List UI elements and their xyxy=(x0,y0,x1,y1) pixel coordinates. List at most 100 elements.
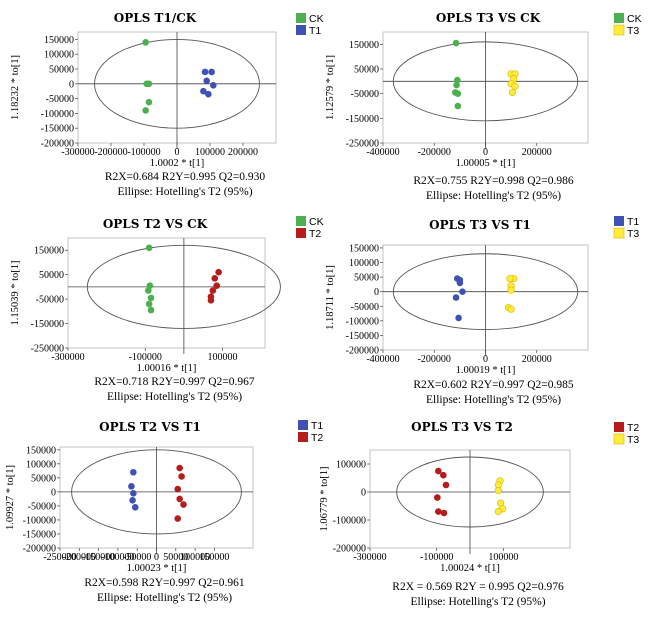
y-tick-label: 100000 xyxy=(349,258,379,269)
data-point-ck xyxy=(452,39,460,47)
data-point-t1 xyxy=(131,504,139,511)
legend-swatch-t3 xyxy=(613,24,625,36)
x-axis-label: 1.00023 * t[1] xyxy=(127,563,187,574)
data-point-t1 xyxy=(455,314,462,322)
data-point-t1 xyxy=(130,489,137,497)
x-tick-label: 0 xyxy=(483,147,488,158)
hotelling-ellipse xyxy=(392,41,579,122)
y-tick-label: 0 xyxy=(361,488,366,499)
legend-swatch-t3 xyxy=(613,433,625,445)
x-tick-label: -100000 xyxy=(129,352,162,363)
y-tick-label: 150000 xyxy=(44,35,74,46)
data-point-ck xyxy=(145,98,153,106)
data-point-ck xyxy=(453,81,460,89)
data-point-t2 xyxy=(209,287,217,294)
y-tick-label: -50000 xyxy=(351,302,379,313)
opls-panel-5: OPLS T2 VS T1150000100000500000-50000-10… xyxy=(5,420,323,604)
data-point-t1 xyxy=(456,279,464,287)
hotelling-ellipse xyxy=(71,449,242,535)
x-axis-label: 1.00016 * t[1] xyxy=(137,363,197,374)
x-tick-label: -300000 xyxy=(353,552,386,563)
data-point-t1 xyxy=(459,288,466,295)
data-point-t2 xyxy=(180,501,187,508)
y-axis-label: 1.09927 * to[1] xyxy=(5,465,16,530)
panel-title: OPLS T3 VS T1 xyxy=(429,218,531,232)
opls-panel-4: OPLS T3 VS T1 150000 100000 50000 0 -50000 -10… xyxy=(325,216,639,406)
x-axis-label: 1.00019 * t[1] xyxy=(456,365,516,376)
legend-swatch-ck xyxy=(614,13,624,23)
data-point-t1 xyxy=(200,87,207,95)
x-tick-label: -200000 xyxy=(94,147,127,158)
y-tick-label: 100000 xyxy=(336,460,366,471)
x-tick-label: -100000 xyxy=(101,552,134,563)
data-point-t3 xyxy=(506,274,514,283)
opls-panel-3: OPLS T2 VS CK 150000 50000 -50000 -150000 -25… xyxy=(10,216,324,403)
data-point-t1 xyxy=(203,77,210,85)
data-point-ck xyxy=(145,287,152,294)
legend-label: T1 xyxy=(309,25,321,37)
y-tick-label: -200000 xyxy=(41,139,74,150)
x-tick-label: -200000 xyxy=(418,354,451,365)
panel-title: OPLS T3 VS CK xyxy=(436,11,541,25)
data-point-ck xyxy=(454,90,462,97)
legend-label: T3 xyxy=(627,228,639,240)
x-tick-label: 100000 xyxy=(180,552,210,563)
x-tick-label: 100000 xyxy=(208,352,238,363)
data-point-ck xyxy=(142,107,149,114)
x-tick-label: -100000 xyxy=(127,147,160,158)
model-stats: R2X=0.684 R2Y=0.995 Q2=0.930 xyxy=(105,171,266,183)
x-tick-label: 100000 xyxy=(195,147,225,158)
x-tick-label: -400000 xyxy=(366,147,399,158)
hotelling-ellipse xyxy=(86,244,281,329)
y-tick-label: 150000 xyxy=(34,246,64,257)
hotelling-ellipse xyxy=(94,38,260,129)
legend-label: T3 xyxy=(627,434,639,446)
x-tick-label: 200000 xyxy=(522,354,552,365)
y-tick-label: -50000 xyxy=(36,295,64,306)
legend-label: T3 xyxy=(627,25,639,37)
y-tick-label: -150000 xyxy=(23,529,56,540)
x-tick-label: 100000 xyxy=(488,552,518,563)
x-tick-label: 0 xyxy=(175,147,180,158)
data-point-t2 xyxy=(435,508,442,515)
legend-label: T2 xyxy=(309,228,321,240)
legend-swatch-t1 xyxy=(614,216,624,226)
data-point-t1 xyxy=(205,90,212,98)
y-tick-label: 50000 xyxy=(354,65,379,76)
ellipse-note: Ellipse: Hotelling's T2 (95%) xyxy=(426,190,561,202)
x-tick-label: -300000 xyxy=(51,352,84,363)
data-point-t1 xyxy=(208,68,215,76)
legend-swatch-t2 xyxy=(298,432,308,442)
y-tick-label: -100000 xyxy=(41,109,74,120)
model-stats: R2X=0.602 R2Y=0.997 Q2=0.985 xyxy=(413,379,574,391)
data-point-t1 xyxy=(128,482,135,490)
ellipse-note: Ellipse: Hotelling's T2 (95%) xyxy=(117,186,252,198)
data-point-t2 xyxy=(440,471,447,479)
data-point-t3 xyxy=(507,305,515,313)
legend-label: T1 xyxy=(311,420,323,432)
x-tick-label: -200000 xyxy=(418,147,451,158)
data-point-t2 xyxy=(176,464,183,472)
plot-frame xyxy=(67,237,266,349)
y-tick-label: -200000 xyxy=(23,544,56,555)
y-tick-label: 100000 xyxy=(44,50,74,61)
panel-title: OPLS T2 VS T1 xyxy=(99,420,201,434)
y-tick-label: -50000 xyxy=(46,94,74,105)
data-point-ck xyxy=(142,39,149,46)
legend-label: T1 xyxy=(627,216,639,228)
y-tick-label: 50000 xyxy=(49,65,74,76)
y-tick-label: 0 xyxy=(51,487,56,498)
y-tick-label: 150000 xyxy=(349,243,379,254)
legend-label: CK xyxy=(627,13,642,25)
data-point-ck xyxy=(145,244,153,252)
y-tick-label: -100000 xyxy=(346,316,379,327)
legend-swatch-t3 xyxy=(613,227,625,239)
x-tick-label: 200000 xyxy=(228,147,258,158)
ellipse-note: Ellipse: Hotelling's T2 (95%) xyxy=(107,391,242,403)
x-tick-label: -150000 xyxy=(82,552,115,563)
data-point-t2 xyxy=(176,495,183,503)
data-point-ck xyxy=(454,102,462,110)
x-tick-label: 150000 xyxy=(199,552,229,563)
legend-swatch-ck xyxy=(296,216,306,226)
y-tick-label: -200000 xyxy=(333,544,366,555)
